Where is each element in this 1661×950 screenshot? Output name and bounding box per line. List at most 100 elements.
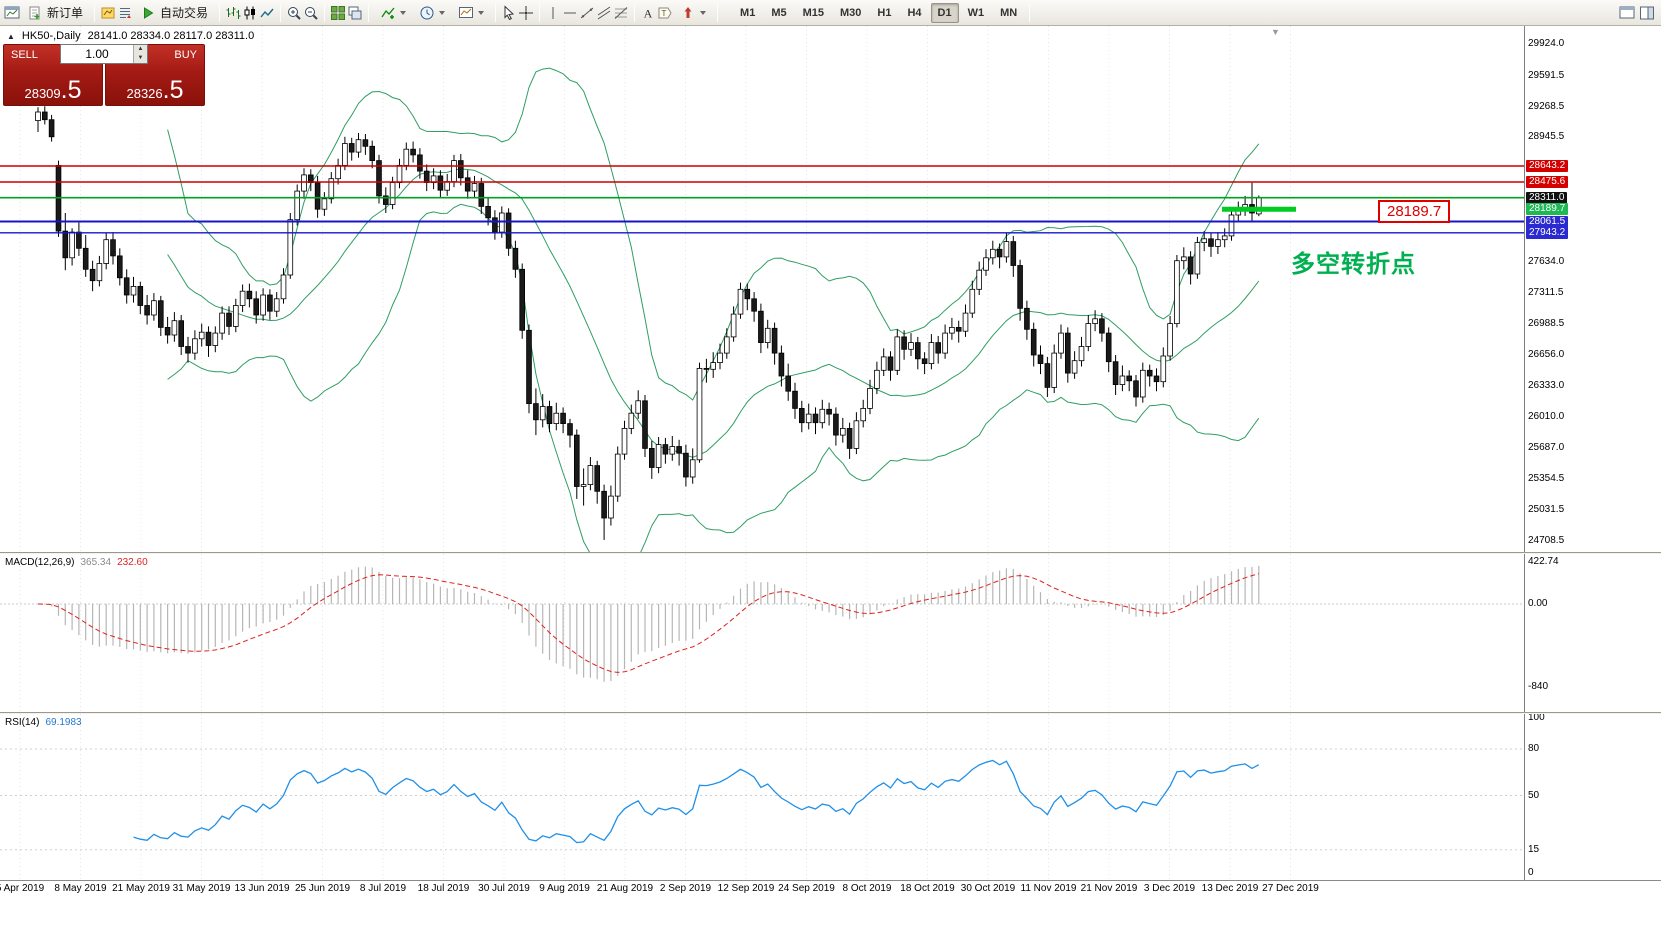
axis-label: 29591.5: [1528, 69, 1565, 81]
period-clock-icon: [419, 5, 435, 21]
main-chart[interactable]: [0, 26, 1524, 552]
axis-label: 26988.5: [1528, 317, 1565, 329]
axis-label: 29268.5: [1528, 100, 1565, 112]
axis-label: 27943.2: [1526, 226, 1569, 239]
timeframe-button-h4[interactable]: H4: [907, 6, 922, 19]
label-icon[interactable]: T: [657, 5, 673, 21]
chart-marker-icon: ▲: [7, 31, 15, 41]
arrows-tool-button[interactable]: [674, 2, 712, 23]
auto-trading-button[interactable]: 自动交易: [134, 2, 214, 23]
price-annotation-box[interactable]: 28189.7: [1378, 200, 1451, 223]
toolbar-separator: [539, 3, 541, 22]
toolbar-separator: [94, 3, 96, 22]
one-click-trading-panel: SELL 28309.5 BUY 28326.5 ▲ ▼: [3, 44, 205, 106]
axis-label: 50: [1528, 789, 1540, 801]
timeframe-button-m15[interactable]: M15: [802, 6, 824, 19]
template-icon: [458, 5, 474, 21]
svg-text:A: A: [644, 6, 653, 20]
price-axis[interactable]: 29924.0 29591.5 29268.5 28945.5 28643.2 28475…: [1524, 26, 1661, 881]
lot-size-box: ▲ ▼: [60, 44, 148, 64]
bar-chart-icon[interactable]: [225, 5, 241, 21]
axis-label: 28643.2: [1526, 160, 1569, 172]
axis-label: 29924.0: [1528, 38, 1565, 49]
timeframe-button-m1[interactable]: M1: [740, 6, 756, 19]
macd-signal-value: 232.60: [117, 557, 148, 568]
indicators-button[interactable]: [374, 2, 412, 23]
docking-icon[interactable]: [1639, 5, 1655, 21]
timeframe-button-h1[interactable]: H1: [877, 6, 892, 19]
panel-separator[interactable]: [0, 552, 1661, 554]
toolbar-separator: [324, 3, 326, 22]
zoom-out-icon[interactable]: [303, 5, 319, 21]
buy-label: BUY: [174, 49, 197, 61]
text-icon[interactable]: A: [640, 5, 656, 21]
date-axis-label: 9 Aug 2019: [539, 883, 590, 894]
chart-shift-marker[interactable]: ▼: [1271, 27, 1280, 37]
lot-increase-button[interactable]: ▲: [137, 46, 144, 52]
crosshair-icon[interactable]: [518, 5, 534, 21]
axis-label: 0.00: [1528, 598, 1548, 609]
sell-price: 28309.5: [24, 76, 82, 104]
market-watch-icon[interactable]: [117, 5, 133, 21]
axis-label: 24708.5: [1528, 535, 1565, 546]
terminal-icon[interactable]: [4, 5, 20, 21]
trendline-icon[interactable]: [579, 5, 595, 21]
axis-label: 26656.0: [1528, 349, 1565, 361]
chart-title: ▲ HK50-,Daily 28141.0 28334.0 28117.0 28…: [7, 30, 254, 42]
chevron-down-icon: [400, 11, 407, 18]
axis-label: 28311.0: [1526, 191, 1568, 204]
date-axis[interactable]: 5 Apr 2019 8 May 2019 21 May 2019 31 May 20…: [0, 882, 1524, 898]
symbol-period-label: HK50-,Daily: [21, 30, 81, 42]
cascade-windows-icon[interactable]: [347, 5, 363, 21]
toolbar-right-group: [1619, 5, 1657, 21]
line-chart-icon[interactable]: [259, 5, 275, 21]
timeframe-button-m30[interactable]: M30: [840, 6, 862, 19]
templates-button[interactable]: [452, 2, 490, 23]
fibonacci-icon[interactable]: [613, 5, 629, 21]
date-axis-label: 21 Aug 2019: [596, 883, 654, 894]
date-axis-label: 8 Oct 2019: [842, 883, 892, 894]
lot-decrease-button[interactable]: ▼: [137, 55, 144, 61]
zoom-in-icon[interactable]: [286, 5, 302, 21]
ohlc-values: 28141.0 28334.0 28117.0 28311.0: [87, 30, 255, 42]
rsi-indicator-label: RSI(14) 69.1983: [5, 717, 82, 728]
tile-windows-icon[interactable]: [330, 5, 346, 21]
turning-point-annotation[interactable]: 多空转折点: [1291, 251, 1416, 278]
chart-window-icon[interactable]: [1619, 5, 1635, 21]
vertical-line-icon[interactable]: [545, 5, 561, 21]
cursor-icon[interactable]: [501, 4, 517, 21]
macd-name: MACD(12,26,9): [5, 557, 75, 568]
new-order-icon: [27, 5, 43, 21]
toolbar-separator: [717, 3, 719, 22]
rsi-panel[interactable]: [0, 714, 1524, 880]
macd-panel[interactable]: [0, 554, 1524, 712]
toolbar-separator: [368, 3, 370, 22]
timeframe-button-d1[interactable]: D1: [930, 2, 959, 23]
chevron-down-icon: [478, 11, 485, 18]
timeframe-button-mn[interactable]: MN: [1000, 6, 1018, 19]
candlestick-icon[interactable]: [242, 5, 258, 21]
channel-icon[interactable]: [596, 5, 612, 21]
date-axis-label: 5 Apr 2019: [0, 883, 45, 894]
axis-label: -840: [1528, 681, 1549, 693]
panel-separator[interactable]: [0, 712, 1661, 714]
date-axis-label: 8 May 2019: [54, 883, 107, 894]
timeframe-button-m5[interactable]: M5: [771, 6, 787, 19]
lot-spinner: ▲ ▼: [133, 45, 147, 63]
chart-profiles-icon[interactable]: [100, 5, 116, 21]
lot-size-input[interactable]: [61, 45, 133, 63]
sell-label: SELL: [11, 49, 38, 61]
date-axis-label: 25 Jun 2019: [294, 883, 351, 894]
buy-button[interactable]: BUY 28326.5: [105, 44, 205, 106]
periods-button[interactable]: [413, 2, 451, 23]
toolbar-separator: [1029, 3, 1031, 22]
axis-label: 26010.0: [1528, 411, 1565, 422]
timeframe-button-w1[interactable]: W1: [967, 6, 985, 19]
toolbar-separator: [634, 3, 636, 22]
date-axis-label: 18 Oct 2019: [900, 883, 955, 894]
horizontal-line-icon[interactable]: [562, 5, 578, 21]
indicators-add-icon: [380, 5, 396, 21]
axis-label: 26333.0: [1528, 380, 1565, 392]
new-order-button[interactable]: 新订单: [21, 2, 89, 23]
svg-text:T: T: [662, 9, 667, 18]
